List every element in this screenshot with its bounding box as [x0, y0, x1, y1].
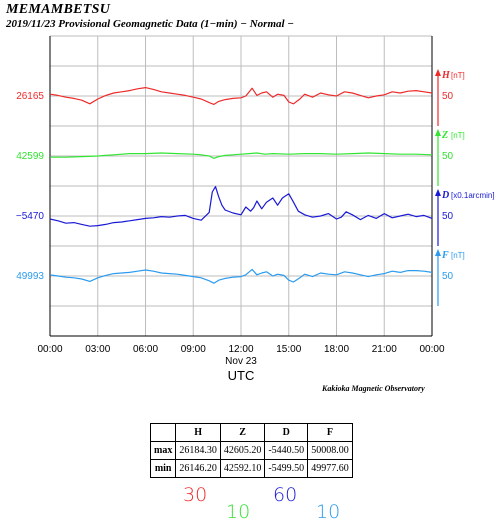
scale-label-f: 50	[442, 271, 454, 282]
stats-cell: 42592.10	[219, 459, 266, 478]
x-tick-label: 00:00	[419, 344, 444, 355]
series-name-d: D	[441, 190, 449, 201]
x-tick-label: 21:00	[372, 344, 397, 355]
stats-corner-cell	[149, 423, 177, 442]
stats-cell: 26146.20	[175, 459, 221, 478]
series-unit-d: [x0.1arcmin]	[451, 191, 495, 200]
x-tick-label: 00:00	[37, 344, 62, 355]
x-tick-label: 03:00	[85, 344, 110, 355]
scale-arrow-z	[435, 129, 441, 136]
series-unit-z: [nT]	[451, 131, 465, 140]
x-tick-label: 18:00	[324, 344, 349, 355]
scale-mark-f: 10	[316, 501, 341, 523]
stats-row-label: min	[149, 459, 177, 478]
stats-cell: -5499.50	[264, 459, 309, 478]
series-unit-f: [nT]	[451, 251, 465, 260]
series-line-z	[50, 152, 433, 159]
baseline-label-z: 42599	[16, 151, 44, 162]
x-tick-label: 09:00	[181, 344, 206, 355]
scale-label-d: 50	[442, 211, 454, 222]
stats-cell: 50008.00	[307, 441, 353, 460]
magnetogram-chart: 00:00 03:00 06:00 09:00 12:00 15:00 18:00 21:00…	[16, 35, 495, 383]
series-name-h: H	[441, 70, 451, 81]
stats-cell: 42605.20	[219, 441, 266, 460]
stats-col-f: F	[307, 423, 353, 442]
series-name-f: F	[441, 250, 449, 261]
baseline-label-f: 49993	[16, 271, 44, 282]
date-label: Nov 23	[225, 356, 257, 367]
stats-col-z: Z	[219, 423, 266, 442]
x-tick-label: 15:00	[276, 344, 301, 355]
scale-label-z: 50	[442, 151, 454, 162]
observatory-credit: Kakioka Magnetic Observatory	[322, 384, 425, 393]
stats-col-h: H	[175, 423, 221, 442]
stats-row-min: min 26146.20 42592.10 -5499.50 49977.60	[149, 459, 353, 478]
stats-row-label: max	[149, 441, 177, 460]
series-line-f	[49, 268, 433, 284]
scale-arrow-f	[435, 249, 441, 256]
x-tick-label: 12:00	[228, 344, 253, 355]
scale-mark-h: 30	[183, 484, 208, 506]
scale-label-h: 50	[442, 91, 454, 102]
chart-subtitle: 2019/11/23 Provisional Geomagnetic Data …	[6, 18, 294, 30]
scale-arrow-h	[435, 69, 441, 76]
baseline-label-h: 26165	[16, 91, 44, 102]
stats-table: H Z D F max 26184.30 42605.20 -5440.50 5…	[149, 423, 353, 478]
x-tick-label: 06:00	[133, 344, 158, 355]
station-name: MEMAMBETSU	[6, 2, 111, 17]
stats-cell: 49977.60	[307, 459, 353, 478]
scale-mark-d: 60	[273, 484, 298, 506]
stats-col-d: D	[264, 423, 309, 442]
stats-header-row: H Z D F	[149, 423, 353, 442]
series-line-h	[49, 87, 433, 105]
stats-row-max: max 26184.30 42605.20 -5440.50 50008.00	[149, 441, 353, 460]
series-line-d	[49, 186, 433, 227]
stats-cell: 26184.30	[175, 441, 221, 460]
series-name-z: Z	[441, 130, 448, 141]
stats-cell: -5440.50	[264, 441, 309, 460]
scale-arrow-d	[435, 189, 441, 196]
x-axis-label: UTC	[228, 368, 255, 383]
baseline-label-d: −5470	[16, 211, 45, 222]
series-unit-h: [nT]	[451, 71, 465, 80]
scale-mark-z: 10	[226, 501, 251, 523]
